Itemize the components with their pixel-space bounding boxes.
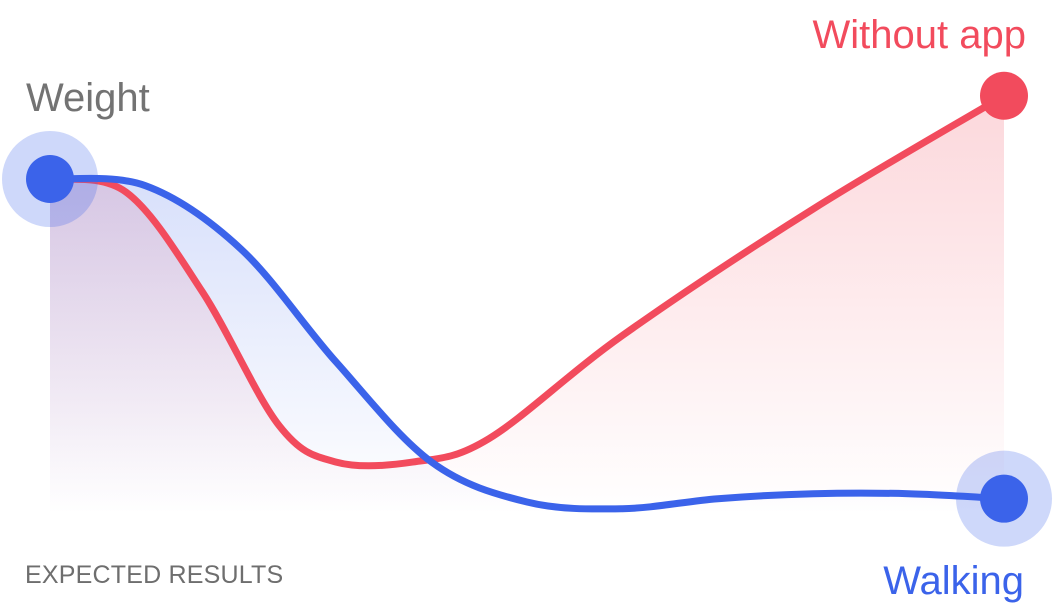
series-line-without-app [46,92,1008,470]
series-area-without-app [50,95,1004,515]
series-areas [50,95,1004,515]
chart-caption: EXPECTED RESULTS [25,561,284,589]
series-lines [46,92,1008,513]
series-end-point-without-app [980,71,1028,120]
series-end-point-walking [980,474,1028,523]
series-line-walking [46,174,1008,513]
series-markers [2,71,1052,547]
series-area-walking [50,178,1004,514]
series-label-walking: Walking [883,559,1024,603]
series-label-without-app: Without app [812,13,1026,57]
y-axis-label-weight: Weight [26,76,150,120]
series-start-point-walking [26,155,74,203]
